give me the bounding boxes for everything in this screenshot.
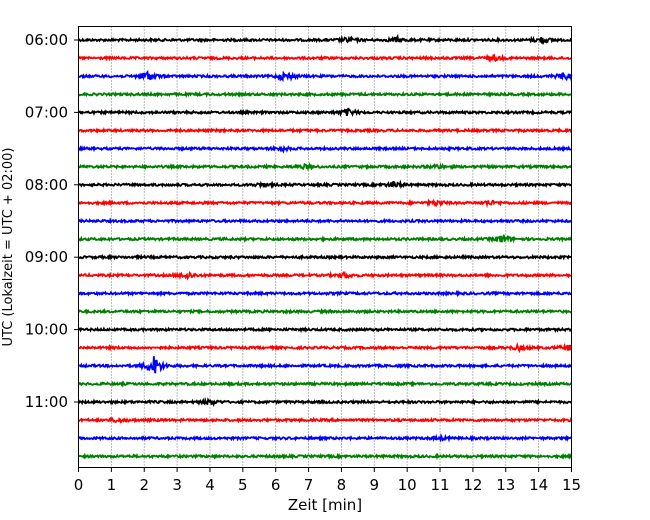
- y-tick-label: 11:00: [25, 393, 68, 411]
- trace-row-17: [78, 341, 572, 354]
- trace-row-11: [77, 234, 573, 244]
- trace-row-1: [78, 53, 573, 63]
- y-tick-label: 09:00: [25, 248, 68, 266]
- x-tick-label: 8: [337, 476, 347, 494]
- y-axis-label: UTC (Lokalzeit = UTC + 02:00): [1, 148, 16, 347]
- trace-row-16: [77, 326, 572, 334]
- trace-row-20: [78, 396, 573, 408]
- trace-row-10: [78, 217, 573, 225]
- x-tick-label: 12: [463, 476, 482, 494]
- trace-row-22: [77, 433, 573, 443]
- trace-row-14: [78, 289, 572, 298]
- x-axis-label: Zeit [min]: [288, 496, 362, 514]
- x-axis-ticks: 0 1 2 3 4 5 6 7 8 9 10 11 12 13 14 15: [74, 467, 581, 494]
- x-tick-label: 14: [529, 476, 548, 494]
- x-tick-label: 6: [271, 476, 281, 494]
- trace-row-18: [78, 356, 573, 374]
- x-tick-label: 13: [496, 476, 515, 494]
- trace-row-4: [77, 107, 573, 117]
- trace-row-6: [78, 144, 572, 154]
- y-tick-label: 07:00: [25, 103, 68, 121]
- x-tick-label: 5: [238, 476, 248, 494]
- trace-row-8: [77, 179, 572, 190]
- trace-row-19: [78, 380, 572, 388]
- trace-row-23: [78, 452, 573, 460]
- trace-row-7: [77, 162, 572, 172]
- trace-row-13: [78, 270, 572, 281]
- y-tick-label: 10:00: [25, 321, 68, 339]
- y-tick-label: 06:00: [25, 31, 68, 49]
- trace-row-12: [77, 253, 572, 261]
- x-tick-label: 15: [562, 476, 581, 494]
- x-tick-label: 3: [172, 476, 182, 494]
- x-tick-label: 7: [304, 476, 314, 494]
- trace-rows: [77, 33, 573, 460]
- plot-frame: [78, 26, 572, 468]
- trace-row-3: [77, 90, 572, 99]
- trace-row-2: [78, 69, 573, 83]
- trace-row-5: [77, 127, 573, 135]
- trace-row-15: [78, 307, 572, 316]
- x-tick-label: 11: [430, 476, 449, 494]
- x-tick-label: 2: [139, 476, 149, 494]
- y-tick-label: 08:00: [25, 176, 68, 194]
- trace-row-21: [78, 416, 573, 424]
- x-tick-label: 0: [74, 476, 84, 494]
- x-tick-label: 4: [205, 476, 215, 494]
- x-tick-label: 1: [107, 476, 117, 494]
- trace-row-0: [77, 33, 572, 46]
- x-tick-label: 9: [370, 476, 380, 494]
- x-tick-label: 10: [398, 476, 417, 494]
- y-axis-ticks: 06:00 07:00 08:00 09:00 10:00 11:00: [25, 31, 79, 411]
- trace-row-9: [77, 198, 573, 209]
